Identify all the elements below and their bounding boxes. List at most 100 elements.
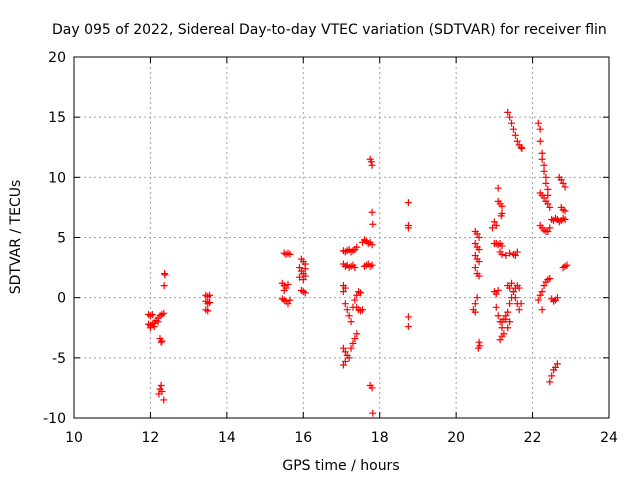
data-point [157, 382, 165, 390]
data-point [339, 288, 347, 296]
data-point [508, 279, 516, 287]
data-point [368, 384, 376, 392]
data-point [368, 161, 376, 169]
data-point [536, 291, 544, 299]
data-point [475, 234, 483, 241]
data-point [498, 202, 506, 210]
data-point [518, 144, 526, 152]
data-point [561, 215, 569, 223]
data-point [542, 173, 550, 181]
data-point [299, 276, 307, 284]
data-point [148, 311, 156, 319]
data-point [368, 261, 376, 269]
data-point [204, 307, 212, 315]
data-point [540, 194, 548, 202]
data-point [534, 296, 542, 304]
data-point [552, 363, 559, 371]
data-point [351, 296, 359, 304]
data-point [509, 125, 517, 133]
data-point [341, 357, 349, 365]
y-tick-label: 20 [48, 50, 66, 66]
data-point [471, 300, 479, 308]
data-point [475, 338, 483, 346]
data-point [540, 282, 548, 290]
data-point [546, 224, 554, 232]
data-point [548, 372, 556, 380]
data-point [146, 324, 154, 332]
data-point [494, 312, 502, 320]
data-point [280, 286, 288, 294]
data-point [502, 252, 510, 260]
data-point [474, 344, 482, 352]
data-point [513, 137, 521, 145]
data-point [345, 354, 353, 362]
data-point [475, 272, 483, 280]
data-point [339, 361, 347, 369]
y-tick-label: 5 [57, 231, 66, 247]
data-point [502, 312, 510, 320]
data-point [517, 143, 525, 151]
data-point [506, 284, 514, 292]
data-point [553, 294, 561, 302]
data-point [546, 378, 554, 386]
data-point [497, 212, 505, 220]
data-point [161, 271, 169, 279]
data-point [515, 284, 523, 292]
data-point [563, 261, 571, 269]
data-point [339, 344, 347, 352]
data-point [160, 282, 168, 290]
data-point [367, 158, 375, 166]
data-point [511, 294, 519, 302]
data-point [353, 291, 361, 299]
data-point [544, 185, 552, 193]
data-point [404, 199, 412, 207]
data-point [359, 306, 367, 314]
data-point [498, 332, 506, 340]
data-point [500, 315, 508, 323]
x-tick-label: 14 [218, 430, 236, 446]
data-point [508, 119, 516, 127]
data-point [369, 220, 377, 228]
data-point [369, 409, 377, 417]
data-point [504, 108, 512, 116]
data-point [295, 264, 303, 272]
data-point [343, 306, 351, 314]
chart-title: Day 095 of 2022, Sidereal Day-to-day VTE… [52, 22, 607, 38]
data-point [404, 224, 412, 232]
data-point [206, 291, 214, 299]
data-point [538, 155, 546, 163]
data-point [206, 298, 214, 306]
data-point [496, 336, 504, 344]
data-point [286, 296, 294, 304]
data-point [506, 113, 514, 121]
x-axis-label: GPS time / hours [282, 458, 399, 474]
data-point [540, 167, 548, 175]
data-point [511, 252, 519, 260]
data-point [345, 312, 353, 320]
data-point [506, 300, 514, 308]
data-point [515, 306, 523, 314]
data-point [357, 289, 365, 297]
data-point [504, 308, 512, 316]
data-point [301, 265, 309, 273]
data-point [295, 273, 303, 281]
data-point [517, 300, 525, 308]
x-tick-label: 18 [371, 430, 389, 446]
data-point [490, 240, 498, 248]
data-point [473, 230, 481, 238]
data-point [534, 119, 542, 127]
data-point [347, 318, 355, 326]
y-tick-label: -5 [52, 351, 66, 367]
data-point [494, 286, 502, 294]
data-points [145, 108, 571, 417]
y-tick-label: 0 [57, 291, 66, 307]
data-point [471, 252, 479, 260]
x-tick-label: 22 [524, 430, 542, 446]
y-tick-label: 15 [48, 110, 66, 126]
data-point [471, 264, 479, 272]
x-tick-label: 12 [142, 430, 160, 446]
data-point [490, 218, 498, 226]
y-tick-label: -10 [43, 411, 66, 427]
data-point [158, 388, 166, 396]
data-point [506, 318, 514, 326]
